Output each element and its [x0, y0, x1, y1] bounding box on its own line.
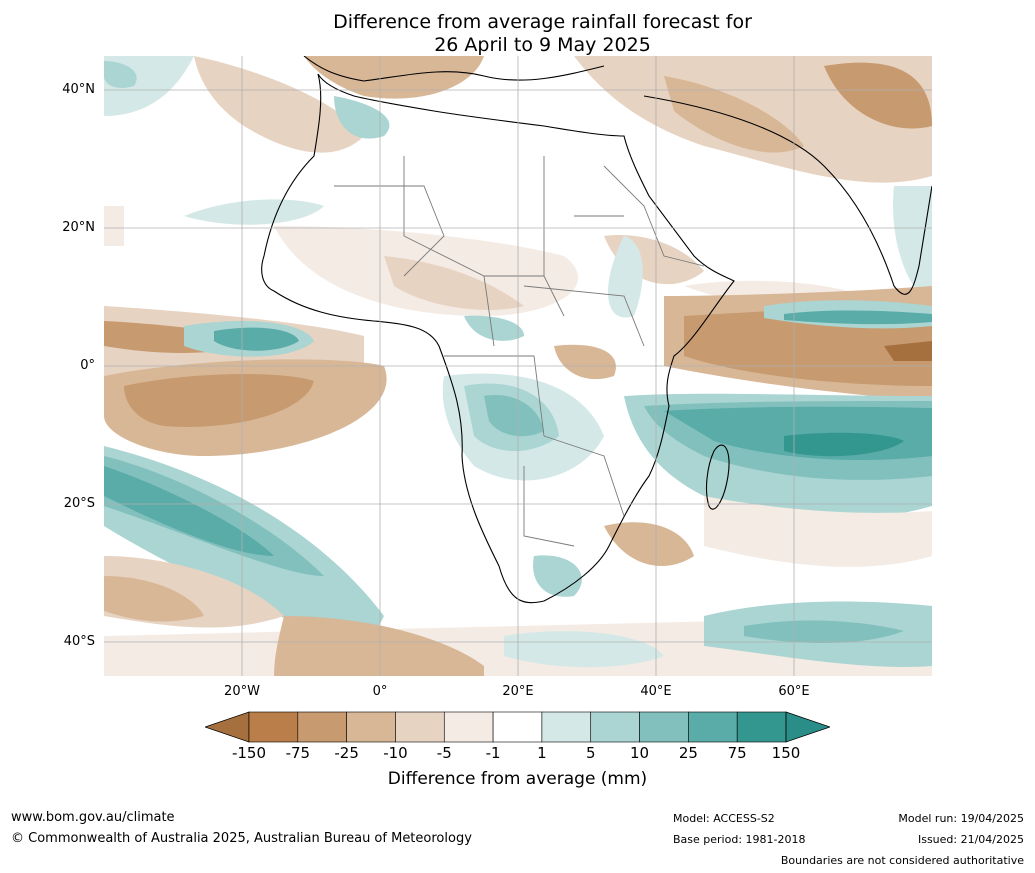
lat-label-20n: 20°N	[62, 220, 95, 235]
lon-label-0: 0°	[372, 684, 388, 699]
colorbar-swatch	[688, 711, 738, 743]
lat-label-40n: 40°N	[62, 82, 95, 97]
lat-label-40s: 40°S	[63, 634, 95, 649]
colorbar-tick-label: -150	[231, 744, 267, 762]
lon-label-40e: 40°E	[640, 684, 672, 699]
colorbar-swatch	[346, 711, 396, 743]
anomaly-regions-north	[104, 56, 932, 318]
colorbar-extend-low	[205, 711, 250, 743]
colorbar-tick-label: -1	[485, 744, 501, 762]
colorbar-label: Difference from average (mm)	[387, 769, 648, 789]
lon-label-20e: 20°E	[502, 684, 534, 699]
colorbar-tick-label: 10	[629, 744, 650, 762]
colorbar-tick-label: -10	[383, 744, 408, 762]
model-run-date: Model run: 19/04/2025	[898, 812, 1024, 825]
colorbar-tick-label: 5	[585, 744, 596, 762]
colorbar-swatch	[590, 711, 640, 743]
colorbar-swatch	[297, 711, 347, 743]
graticule	[104, 56, 932, 676]
map-title-line1: Difference from average rainfall forecas…	[333, 11, 752, 33]
colorbar-legend	[205, 711, 830, 743]
boundaries-note: Boundaries are not considered authoritat…	[780, 854, 1024, 867]
coastlines	[261, 56, 932, 604]
lon-label-20w: 20°W	[224, 684, 260, 699]
colorbar-swatch	[541, 711, 592, 743]
colorbar-swatch	[395, 711, 445, 743]
map-title-line2: 26 April to 9 May 2025	[434, 34, 651, 56]
colorbar-tick-label: -5	[436, 744, 452, 762]
colorbar-swatch	[492, 711, 543, 743]
colorbar-tick-label: -25	[334, 744, 359, 762]
anomaly-regions-south	[104, 373, 932, 676]
website-link[interactable]: www.bom.gov.au/climate	[11, 810, 175, 825]
colorbar-swatch	[248, 711, 299, 743]
lat-label-0: 0°	[80, 358, 95, 373]
colorbar-swatch	[736, 711, 787, 743]
country-borders	[334, 156, 705, 547]
rainfall-anomaly-map	[104, 56, 932, 676]
colorbar-swatch	[639, 711, 689, 743]
base-period: Base period: 1981-2018	[673, 833, 806, 846]
model-name: Model: ACCESS-S2	[673, 812, 775, 825]
colorbar-tick-label: 1	[537, 744, 547, 762]
lat-label-20s: 20°S	[63, 496, 95, 511]
issued-date: Issued: 21/04/2025	[917, 833, 1024, 846]
colorbar-tick-label: -75	[285, 744, 311, 762]
colorbar-tick-label: 150	[771, 744, 801, 762]
copyright-text: © Commonwealth of Australia 2025, Austra…	[11, 831, 472, 846]
colorbar-tick-label: 25	[678, 744, 698, 762]
colorbar-swatch	[443, 711, 494, 743]
colorbar-tick-label: 75	[727, 744, 747, 762]
lon-label-60e: 60°E	[778, 684, 810, 699]
colorbar-extend-high	[785, 711, 830, 743]
